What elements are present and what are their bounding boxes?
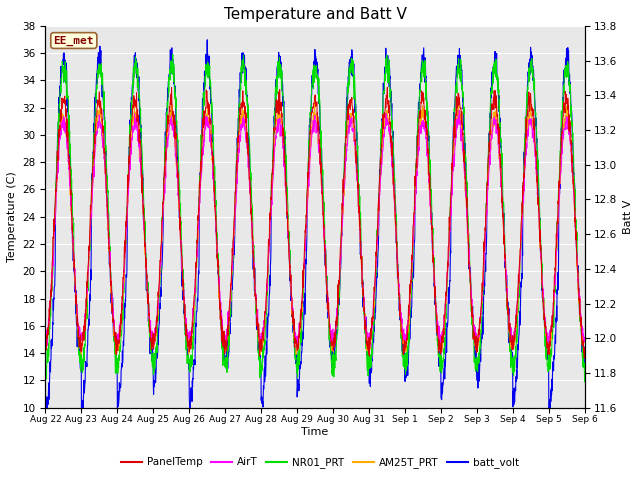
Y-axis label: Temperature (C): Temperature (C) — [7, 171, 17, 262]
Y-axis label: Batt V: Batt V — [623, 200, 633, 234]
Text: EE_met: EE_met — [54, 36, 94, 46]
Legend: PanelTemp, AirT, NR01_PRT, AM25T_PRT, batt_volt: PanelTemp, AirT, NR01_PRT, AM25T_PRT, ba… — [117, 453, 523, 472]
X-axis label: Time: Time — [301, 427, 328, 437]
Title: Temperature and Batt V: Temperature and Batt V — [223, 7, 406, 22]
